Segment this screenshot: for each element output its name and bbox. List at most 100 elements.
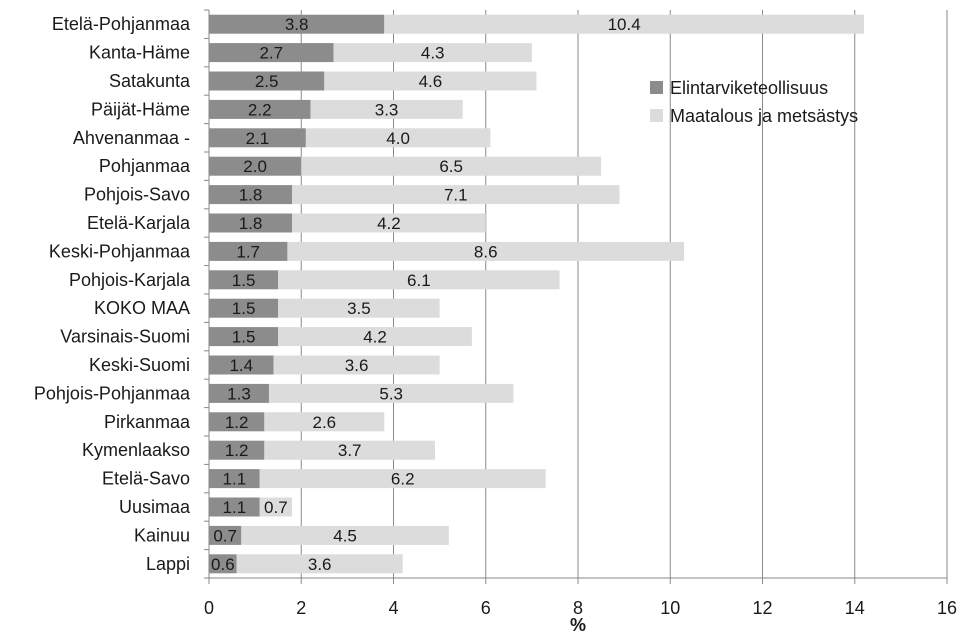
value-label: 2.6: [312, 413, 336, 432]
legend-swatch: [650, 109, 663, 122]
value-label: 1.3: [227, 384, 251, 403]
value-label: 3.3: [375, 100, 399, 119]
bar-maatalous: [241, 525, 449, 545]
bar-maatalous: [305, 128, 491, 148]
bar-maatalous: [264, 440, 436, 460]
value-label: 3.7: [338, 441, 362, 460]
value-labels: 3.8 10.4 2.7 4.3 2.5 4.6 2.2 3.3 2.1 4.0 2.0 6.5 1.8…: [211, 15, 641, 574]
x-tick-label: 0: [204, 598, 214, 618]
category-label: Uusimaa: [119, 497, 191, 517]
value-label: 3.6: [308, 555, 332, 574]
category-label: Varsinais-Suomi: [60, 327, 190, 347]
value-label: 5.3: [379, 384, 403, 403]
bar-elintarviketeollisuus: [209, 241, 288, 261]
category-label: Etelä-Pohjanmaa: [52, 14, 191, 34]
grid-lines: [300, 10, 948, 578]
value-label: 1.8: [239, 214, 263, 233]
value-label: 2.1: [246, 129, 270, 148]
value-label: 3.8: [285, 15, 309, 34]
bar-maatalous: [259, 497, 293, 517]
bar-maatalous: [292, 185, 620, 205]
x-tick-labels: 0 2 4 6 8 10 12 14 16: [204, 598, 957, 618]
category-label: Pohjois-Karjala: [69, 270, 191, 290]
value-label: 1.7: [236, 242, 260, 261]
value-label: 4.0: [386, 129, 410, 148]
x-tick-label: 14: [845, 598, 865, 618]
value-label: 1.8: [239, 186, 263, 205]
value-label: 0.6: [211, 555, 235, 574]
value-label: 10.4: [608, 15, 641, 34]
bar-elintarviketeollisuus: [209, 355, 274, 375]
category-label: Lappi: [146, 554, 190, 574]
x-tick-label: 2: [296, 598, 306, 618]
value-label: 2.2: [248, 100, 272, 119]
bar-elintarviketeollisuus: [209, 525, 242, 545]
value-label: 4.3: [421, 44, 445, 63]
value-label: 8.6: [474, 242, 498, 261]
x-tick-label: 12: [752, 598, 772, 618]
category-label: Pirkanmaa: [104, 412, 191, 432]
value-label: 1.5: [232, 299, 256, 318]
category-label: Pohjois-Savo: [84, 185, 190, 205]
value-label: 4.2: [363, 328, 387, 347]
x-tick-label: 16: [937, 598, 957, 618]
bar-elintarviketeollisuus: [209, 383, 269, 403]
bar-elintarviketeollisuus: [209, 298, 279, 318]
value-label: 2.0: [243, 157, 267, 176]
value-label: 0.7: [213, 526, 237, 545]
x-tick-label: 4: [388, 598, 398, 618]
category-label: Kymenlaakso: [82, 440, 190, 460]
bar-maatalous: [333, 43, 532, 63]
bar-maatalous: [264, 412, 385, 432]
bar-elintarviketeollisuus: [209, 185, 293, 205]
bar-maatalous: [384, 14, 864, 34]
value-label: 4.6: [419, 72, 443, 91]
value-label: 0.7: [264, 498, 288, 517]
x-tick-label: 10: [660, 598, 680, 618]
bar-elintarviketeollisuus: [209, 270, 279, 290]
value-label: 1.4: [229, 356, 253, 375]
category-label: Kanta-Häme: [89, 43, 190, 63]
value-label: 6.1: [407, 271, 431, 290]
bar-maatalous: [278, 327, 472, 347]
value-label: 1.5: [232, 328, 256, 347]
bar-maatalous: [273, 355, 440, 375]
bar-maatalous: [292, 213, 486, 233]
legend-swatch: [650, 81, 663, 94]
value-label: 3.6: [345, 356, 369, 375]
bar-elintarviketeollisuus: [209, 156, 302, 176]
value-label: 1.2: [225, 413, 249, 432]
category-label: Keski-Pohjanmaa: [49, 241, 191, 261]
category-label: Etelä-Savo: [102, 469, 190, 489]
bar-maatalous: [259, 469, 546, 489]
category-label: Kainuu: [134, 525, 190, 545]
value-label: 2.7: [259, 44, 283, 63]
legend-label: Maatalous ja metsästys: [670, 106, 858, 126]
bar-elintarviketeollisuus: [209, 71, 325, 91]
value-label: 6.2: [391, 470, 415, 489]
category-label: Satakunta: [109, 71, 191, 91]
bar-elintarviketeollisuus: [209, 554, 237, 574]
category-label: Etelä-Karjala: [87, 213, 191, 233]
value-label: 1.2: [225, 441, 249, 460]
axes: [204, 9, 948, 584]
value-label: 3.5: [347, 299, 371, 318]
category-label: Päijät-Häme: [91, 99, 190, 119]
value-label: 4.5: [333, 526, 357, 545]
bar-elintarviketeollisuus: [209, 412, 265, 432]
category-label: Keski-Suomi: [89, 355, 190, 375]
category-label: KOKO MAA: [94, 298, 190, 318]
bar-elintarviketeollisuus: [209, 128, 306, 148]
value-label: 1.1: [223, 498, 247, 517]
bars: [209, 14, 864, 574]
value-label: 7.1: [444, 186, 468, 205]
value-label: 1.5: [232, 271, 256, 290]
bar-elintarviketeollisuus: [209, 213, 293, 233]
value-label: 1.1: [223, 470, 247, 489]
bar-elintarviketeollisuus: [209, 99, 311, 119]
bar-elintarviketeollisuus: [209, 327, 279, 347]
bar-maatalous: [236, 554, 403, 574]
x-tick-label: 6: [481, 598, 491, 618]
bar-elintarviketeollisuus: [209, 469, 260, 489]
